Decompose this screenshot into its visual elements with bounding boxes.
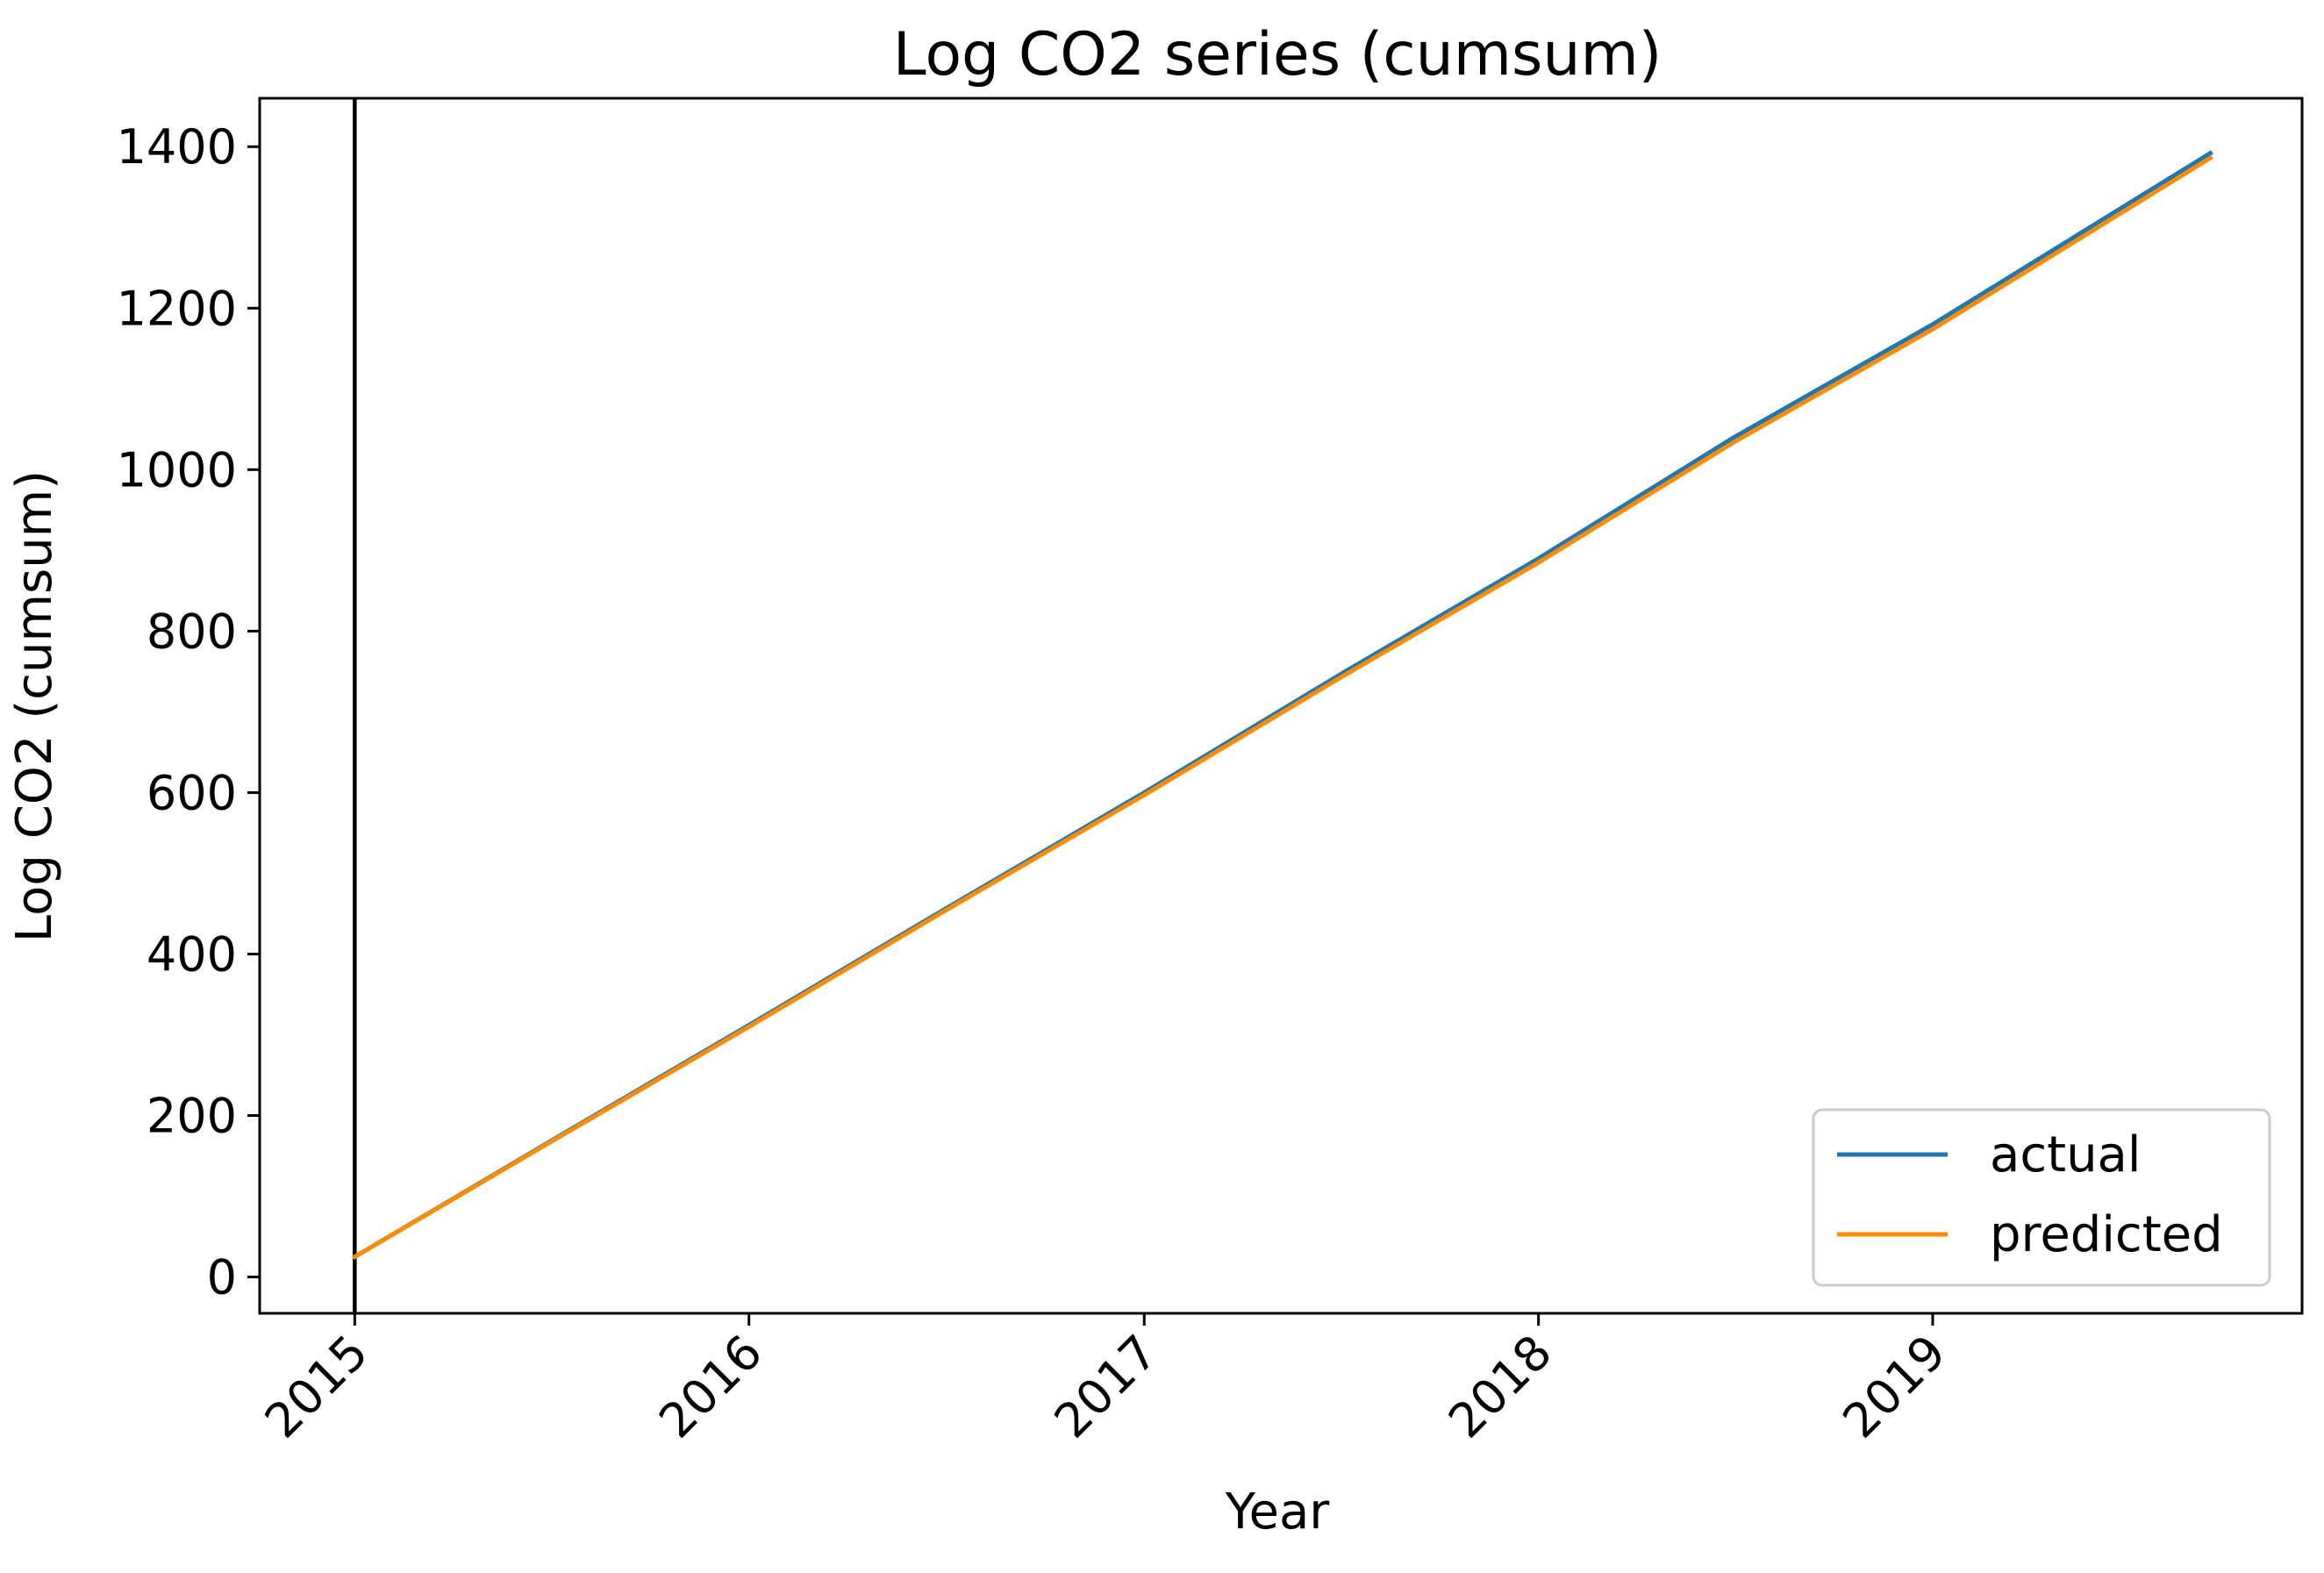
- series-line-predicted: [351, 154, 2213, 1261]
- y-tick-label: 1200: [117, 281, 237, 336]
- legend: actual predicted: [1812, 1108, 2271, 1287]
- plot-area: [258, 97, 2304, 1315]
- y-tick-label: 1400: [117, 119, 237, 175]
- x-axis-title: Year: [1225, 1484, 1331, 1541]
- y-axis: 0 200 400 600 800 1000 1200 1400: [117, 119, 260, 1305]
- y-tick-label: 800: [147, 604, 237, 659]
- x-tick-label: 2015: [254, 1325, 379, 1449]
- y-axis-title: Log CO2 (cumsum): [6, 470, 63, 942]
- series-line-actual: [351, 150, 2213, 1261]
- legend-label-actual: actual: [1990, 1126, 2141, 1183]
- x-tick-label: 2018: [1438, 1325, 1562, 1449]
- y-tick-label: 0: [207, 1250, 237, 1305]
- series-lines: [351, 98, 2213, 1313]
- x-tick-label: 2017: [1044, 1325, 1169, 1449]
- y-tick-label: 600: [147, 765, 237, 820]
- x-axis: 2015 2016 2017 2018 2019: [254, 1313, 1956, 1448]
- chart-title: Log CO2 series (cumsum): [893, 20, 1663, 89]
- x-tick-label: 2016: [648, 1325, 773, 1449]
- legend-label-predicted: predicted: [1990, 1206, 2223, 1263]
- x-tick-label: 2019: [1832, 1325, 1956, 1449]
- plot-frame: [258, 97, 2304, 1315]
- y-tick-label: 1000: [117, 442, 237, 497]
- y-tick-label: 400: [147, 926, 237, 982]
- y-tick-label: 200: [147, 1089, 237, 1144]
